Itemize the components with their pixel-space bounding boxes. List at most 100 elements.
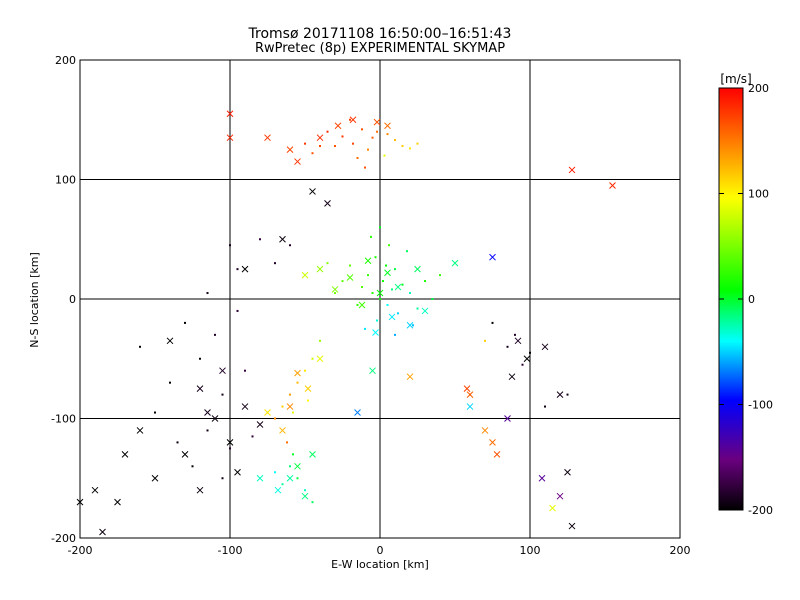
dot-marker <box>311 357 314 360</box>
x-marker <box>568 166 576 174</box>
colorbar: [m/s] -200 -100 0 100 200 <box>718 72 773 517</box>
x-marker <box>541 343 549 351</box>
x-marker <box>279 235 286 243</box>
dot-marker <box>334 145 336 148</box>
x-marker <box>316 265 324 273</box>
x-marker <box>294 369 301 377</box>
x-marker <box>286 403 294 410</box>
dot-marker <box>367 274 369 277</box>
x-marker <box>196 486 204 494</box>
dot-marker <box>401 145 404 148</box>
x-marker <box>394 283 402 291</box>
dot-marker <box>409 147 411 150</box>
dot-marker <box>349 118 351 121</box>
dot-marker <box>311 152 314 155</box>
dot-marker <box>361 128 363 131</box>
dot-marker <box>236 309 239 312</box>
dot-marker <box>514 333 516 336</box>
dot-marker <box>304 369 306 372</box>
x-tick-label: 0 <box>377 544 384 557</box>
colorbar-ticks: -200 -100 0 100 200 <box>719 82 773 517</box>
x-marker <box>388 313 396 321</box>
x-marker <box>226 134 234 142</box>
x-marker <box>406 373 414 381</box>
dot-marker <box>416 142 419 145</box>
colorbar-label: [m/s] <box>720 72 751 86</box>
colorbar-tick-label: 100 <box>748 188 769 201</box>
x-marker <box>211 415 219 422</box>
dot-marker <box>326 262 329 265</box>
y-tick-label: 100 <box>55 174 76 187</box>
dot-marker <box>397 312 399 315</box>
dot-marker <box>307 399 309 402</box>
dot-marker <box>296 477 299 480</box>
x-marker <box>294 158 301 165</box>
dot-marker <box>206 292 209 295</box>
x-marker <box>556 492 564 500</box>
x-marker <box>241 265 249 273</box>
dot-marker <box>544 405 546 408</box>
x-marker <box>556 391 564 398</box>
chart-subtitle: RwPretec (8p) EXPERIMENTAL SKYMAP <box>255 41 505 56</box>
x-marker <box>384 122 391 130</box>
x-tick-label: -100 <box>218 544 243 557</box>
x-marker <box>91 486 99 494</box>
x-marker <box>121 450 129 458</box>
dot-marker <box>529 351 531 354</box>
x-marker <box>264 134 271 142</box>
x-marker <box>466 391 474 398</box>
dot-marker <box>416 307 419 310</box>
dot-marker <box>319 339 321 342</box>
x-marker <box>294 462 301 470</box>
dot-marker <box>296 381 299 384</box>
dot-marker <box>394 268 396 271</box>
x-marker <box>384 269 391 277</box>
x-marker <box>274 486 282 494</box>
x-marker <box>304 385 312 392</box>
x-marker <box>226 110 234 118</box>
x-marker <box>286 146 294 153</box>
dot-marker <box>371 292 374 295</box>
dot-marker <box>304 142 306 145</box>
chart-title: Tromsø 20171108 16:50:00–16:51:43 <box>248 26 512 42</box>
dot-marker <box>229 447 231 450</box>
dot-marker <box>364 327 366 330</box>
x-marker <box>334 122 342 130</box>
dot-marker <box>191 465 194 468</box>
y-tick-label: 0 <box>69 293 76 306</box>
dot-marker <box>169 381 171 384</box>
x-tick-label: 100 <box>520 544 541 557</box>
x-marker <box>136 427 144 434</box>
dot-marker <box>206 429 209 432</box>
dot-marker <box>292 411 294 414</box>
dot-marker <box>289 393 291 396</box>
dot-marker <box>370 235 372 238</box>
x-marker <box>256 474 264 482</box>
dot-marker <box>251 435 254 438</box>
colorbar-tick-label: 0 <box>748 293 755 306</box>
x-marker <box>309 450 316 458</box>
dot-marker <box>221 477 224 480</box>
y-axis-label: N-S location [km] <box>28 252 41 348</box>
x-marker <box>354 409 361 416</box>
dot-marker <box>221 393 224 396</box>
dot-marker <box>412 324 414 327</box>
dot-marker <box>439 274 441 277</box>
dot-marker <box>274 262 276 265</box>
dot-marker <box>259 238 261 241</box>
x-marker <box>316 134 324 142</box>
dot-marker <box>484 339 486 342</box>
dot-marker <box>229 244 231 247</box>
dot-marker <box>409 292 411 295</box>
dot-marker <box>274 417 276 420</box>
colorbar-tick-label: -200 <box>748 504 773 517</box>
dot-marker <box>371 136 374 139</box>
x-marker <box>196 385 204 392</box>
dot-marker <box>506 345 509 348</box>
data-points <box>76 110 616 536</box>
dot-marker <box>341 280 344 283</box>
dot-marker <box>386 303 389 306</box>
colorbar-tick-label: -100 <box>748 399 773 412</box>
dot-marker <box>356 303 359 306</box>
